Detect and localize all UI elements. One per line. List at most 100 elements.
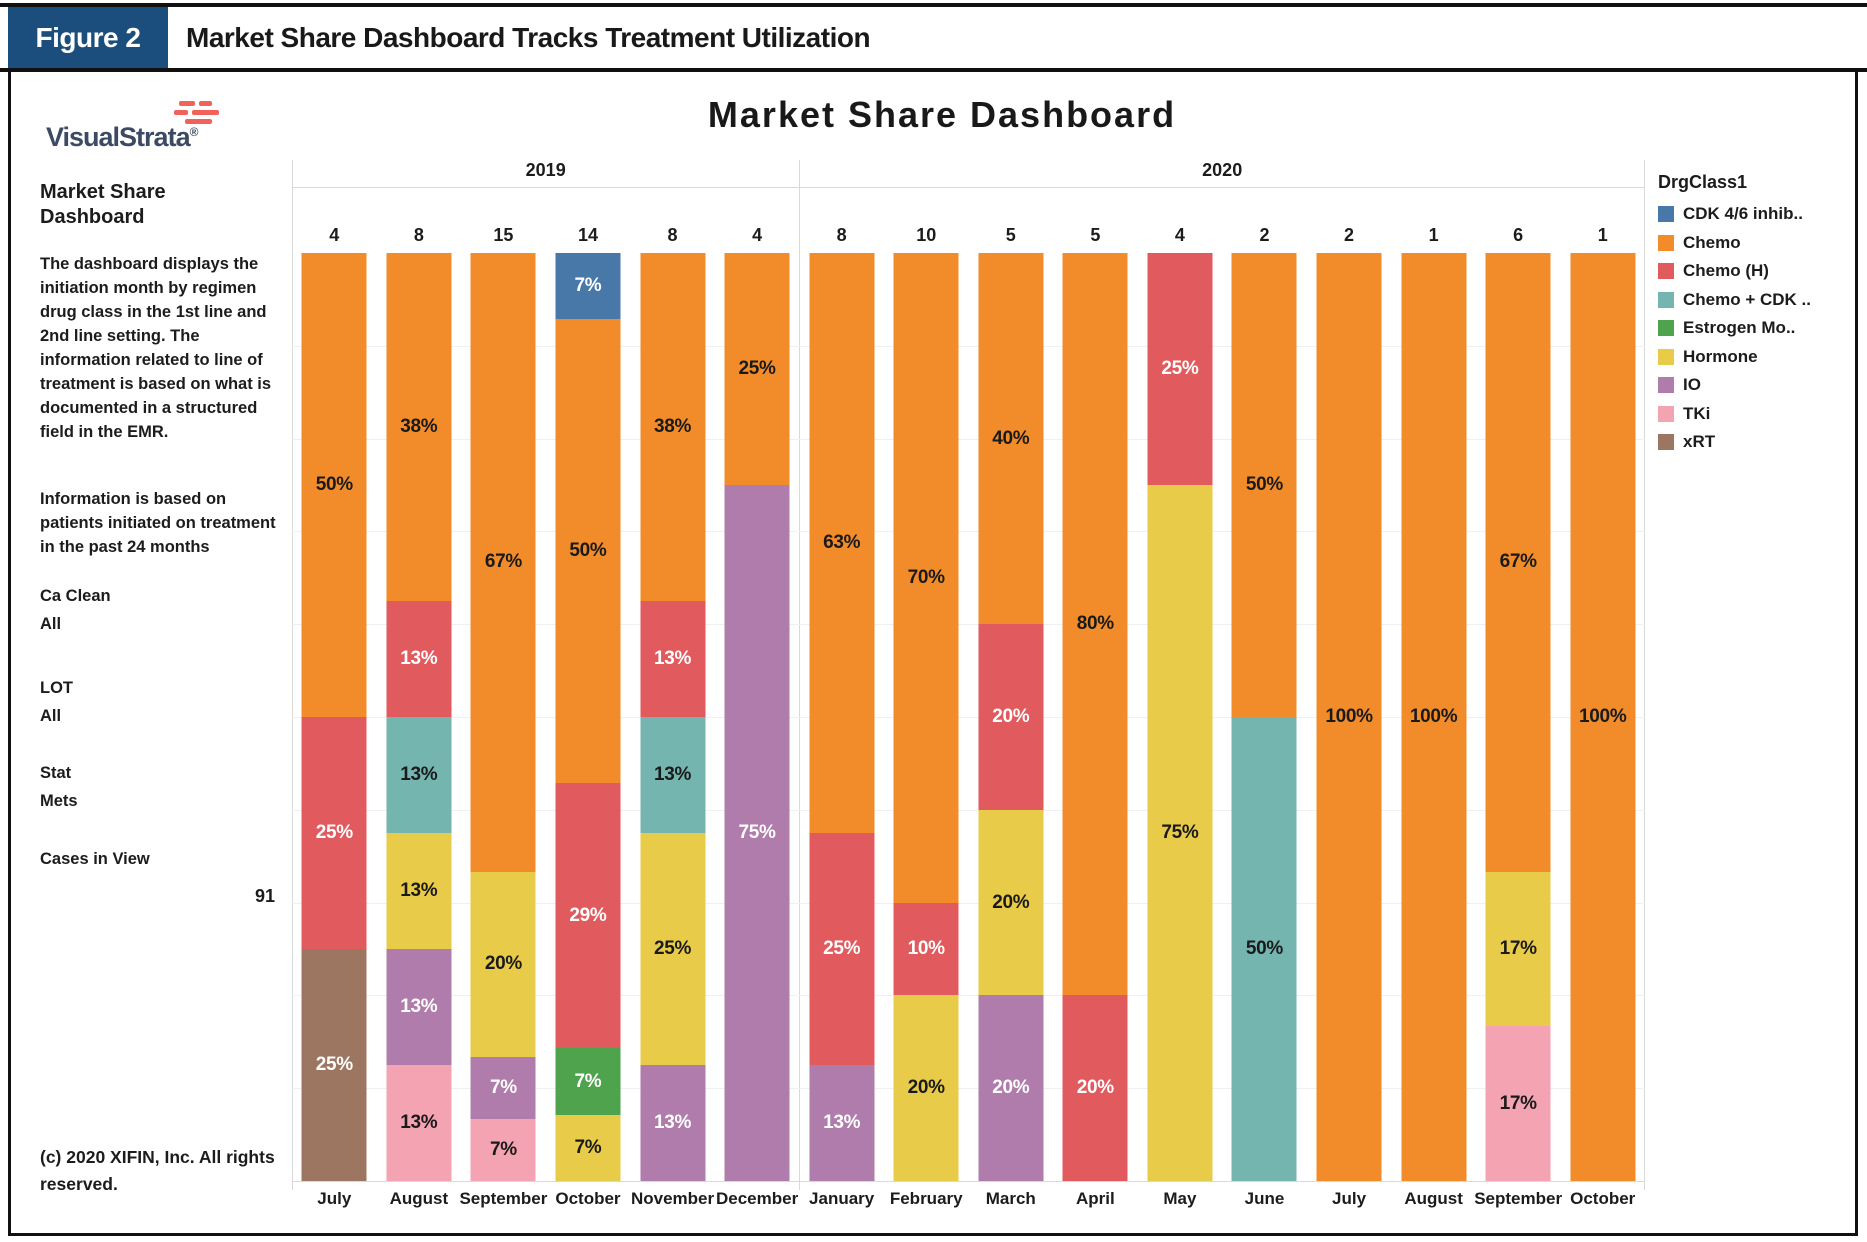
legend-label: CDK 4/6 inhib.. bbox=[1683, 204, 1803, 224]
copyright-text: (c) 2020 XIFIN, Inc. All rights reserved… bbox=[40, 1147, 275, 1194]
logo-dash-icon bbox=[185, 119, 212, 124]
year-divider-line bbox=[799, 160, 801, 1190]
bar-segment-chemo-h: 25% bbox=[809, 833, 875, 1065]
x-axis-month-label: August bbox=[1404, 1189, 1463, 1208]
year-header-2019: 2019 bbox=[292, 160, 800, 188]
bar-segment-chemo-h: 13% bbox=[640, 601, 706, 717]
bar-stack: 100% bbox=[1570, 253, 1636, 1181]
legend-item-estrogen-mo: Estrogen Mo.. bbox=[1658, 314, 1858, 343]
bar-segment-chemo: 100% bbox=[1316, 253, 1382, 1181]
legend-label: xRT bbox=[1683, 432, 1716, 452]
legend-swatch-icon bbox=[1658, 434, 1674, 451]
segment-percent-label: 20% bbox=[992, 705, 1030, 727]
plot-right-line bbox=[1644, 160, 1645, 1190]
x-axis-month-label: September bbox=[1474, 1189, 1563, 1208]
bar-count-label: 1 bbox=[1597, 225, 1608, 245]
bar-count-label: 5 bbox=[1005, 225, 1016, 245]
bar-segment-chemo: 67% bbox=[470, 253, 536, 872]
bar-segment-io: 13% bbox=[386, 949, 452, 1065]
bar-stack: 50% 25% 25% bbox=[301, 253, 367, 1181]
segment-percent-label: 13% bbox=[400, 880, 438, 901]
bar-count-label: 8 bbox=[667, 225, 678, 245]
legend-item-tki: TKi bbox=[1658, 400, 1858, 429]
segment-percent-label: 17% bbox=[1499, 1092, 1537, 1114]
bar-segment-chemo: 100% bbox=[1570, 253, 1636, 1181]
bar-segment-chemo: 63% bbox=[809, 253, 875, 833]
banner-divider-line bbox=[0, 68, 1867, 72]
bar-segment-tki: 7% bbox=[470, 1119, 536, 1181]
bar-segment-chemo-h: 25% bbox=[1147, 253, 1213, 485]
filter-ca-clean-value: All bbox=[40, 615, 62, 633]
x-axis-month-label: December bbox=[715, 1189, 799, 1208]
segment-percent-label: 70% bbox=[907, 566, 945, 588]
segment-percent-label: 13% bbox=[400, 996, 438, 1017]
bar-column-august-2020: 1 100% August bbox=[1391, 225, 1476, 1208]
bar-stack: 40% 20% 20% 20% bbox=[978, 253, 1044, 1181]
legend-swatch-icon bbox=[1658, 291, 1674, 308]
segment-percent-label: 13% bbox=[653, 648, 692, 669]
legend-item-chemo-h: Chemo (H) bbox=[1658, 257, 1858, 286]
segment-percent-label: 50% bbox=[315, 474, 353, 495]
bar-stack: 100% bbox=[1316, 253, 1382, 1181]
gridline-60pct bbox=[292, 624, 1645, 626]
segment-percent-label: 50% bbox=[1245, 474, 1284, 495]
legend-label: Estrogen Mo.. bbox=[1683, 318, 1796, 338]
segment-percent-label: 13% bbox=[400, 764, 438, 785]
bar-column-august-2019: 8 38% 13% 13% 13% 13% 13% August bbox=[377, 225, 462, 1208]
bar-count-label: 4 bbox=[329, 225, 340, 245]
bar-segment-hormone: 20% bbox=[470, 871, 536, 1058]
gridline-70pct bbox=[292, 531, 1645, 533]
bar-segment-chemo: 50% bbox=[301, 253, 367, 717]
segment-percent-label: 20% bbox=[1076, 1077, 1114, 1099]
bar-count-label: 4 bbox=[1174, 225, 1185, 245]
segment-percent-label: 20% bbox=[484, 953, 522, 975]
segment-percent-label: 67% bbox=[1499, 551, 1537, 573]
cases-in-view-label: Cases in View bbox=[40, 850, 150, 868]
segment-percent-label: 75% bbox=[1161, 822, 1199, 843]
bar-stack: 50% 50% bbox=[1231, 253, 1297, 1181]
bar-count-label: 6 bbox=[1513, 225, 1524, 245]
filter-stat-label: Stat bbox=[40, 764, 72, 782]
segment-percent-label: 25% bbox=[738, 358, 776, 379]
bar-segment-tki: 13% bbox=[386, 1065, 452, 1181]
segment-percent-label: 67% bbox=[484, 551, 522, 573]
bar-count-label: 4 bbox=[752, 225, 763, 245]
legend-label: TKi bbox=[1683, 403, 1711, 423]
segment-percent-label: 100% bbox=[1579, 706, 1627, 727]
bar-segment-hormone: 20% bbox=[893, 995, 959, 1181]
x-axis-month-label: May bbox=[1163, 1189, 1197, 1208]
logo-dash-icon bbox=[192, 110, 219, 115]
figure-title: Market Share Dashboard Tracks Treatment … bbox=[186, 21, 871, 53]
bar-column-july-2020: 2 100% July bbox=[1307, 225, 1392, 1208]
bar-segment-chemo-h: 20% bbox=[978, 624, 1044, 810]
sidebar-heading: Market Share Dashboard bbox=[40, 181, 166, 228]
legend-label: Hormone bbox=[1683, 346, 1758, 366]
segment-percent-label: 63% bbox=[823, 532, 861, 553]
bar-segment-hormone: 75% bbox=[1147, 485, 1213, 1181]
legend-swatch-icon bbox=[1658, 377, 1674, 394]
bar-stack: 80% 20% bbox=[1062, 253, 1128, 1181]
segment-percent-label: 20% bbox=[907, 1077, 945, 1099]
gridline-30pct bbox=[292, 902, 1645, 904]
bar-segment-cdk-4-6-inhib: 7% bbox=[555, 253, 621, 320]
segment-percent-label: 13% bbox=[400, 648, 438, 669]
bar-stack: 7% 50% 29% 7% 7% bbox=[555, 253, 621, 1181]
x-axis-month-label: July bbox=[317, 1189, 352, 1208]
bar-stack: 70% 10% 20% bbox=[893, 253, 959, 1181]
segment-percent-label: 7% bbox=[489, 1077, 517, 1099]
bar-column-october-2019: 14 7% 50% 29% 7% 7% October bbox=[546, 225, 631, 1208]
bar-column-september-2019: 15 67% 20% 7% 7% September bbox=[459, 225, 547, 1208]
gridline-20pct bbox=[292, 995, 1645, 997]
bar-segment-estrogen-mo: 7% bbox=[555, 1048, 621, 1115]
visualstrata-logo: VisualStrata® bbox=[46, 122, 198, 153]
bar-segment-xrt: 25% bbox=[301, 949, 367, 1181]
x-axis-month-label: August bbox=[389, 1189, 449, 1208]
bar-segment-tki: 17% bbox=[1485, 1026, 1551, 1181]
x-axis-month-label: October bbox=[1570, 1189, 1636, 1208]
legend-swatch-icon bbox=[1658, 405, 1674, 422]
legend-swatch-icon bbox=[1658, 234, 1674, 251]
bar-count-label: 10 bbox=[916, 225, 937, 245]
bar-segment-io: 13% bbox=[640, 1065, 706, 1181]
bar-segment-chemo-h: 25% bbox=[301, 717, 367, 949]
